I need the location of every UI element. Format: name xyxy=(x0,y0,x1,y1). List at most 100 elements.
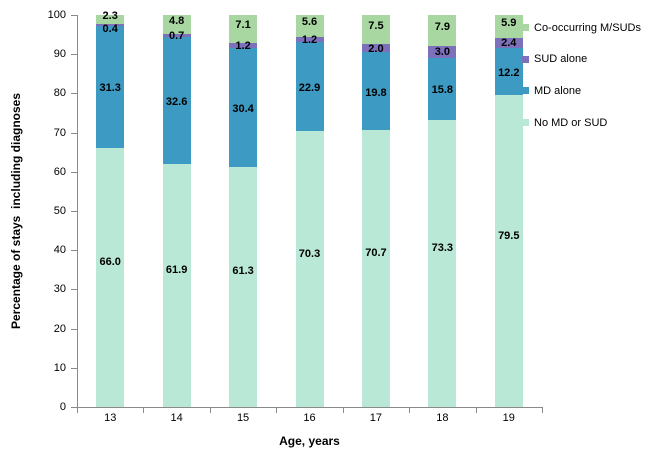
y-axis-tick xyxy=(71,171,77,173)
bar-segment-sud-alone xyxy=(428,45,457,58)
y-axis-tick xyxy=(71,54,77,56)
bar-segment-md-alone xyxy=(162,36,191,165)
bar-segment-no-md-or-sud xyxy=(361,129,390,407)
data-label: 7.5 xyxy=(368,20,384,33)
legend-swatch-icon xyxy=(522,87,529,95)
legend-label: MD alone xyxy=(534,84,582,97)
y-tick-label: 70 xyxy=(53,126,66,139)
data-label: 5.6 xyxy=(301,16,318,29)
x-axis-tick xyxy=(143,408,145,413)
x-tick-label: 14 xyxy=(170,412,183,424)
data-label: 12.2 xyxy=(498,66,520,79)
bar-segment-md-alone xyxy=(361,52,390,130)
bar-segment-co-occurring-m-suds xyxy=(361,15,390,45)
bar-segment-sud-alone xyxy=(229,42,258,48)
data-label: 61.9 xyxy=(165,264,188,277)
bar-segment-sud-alone xyxy=(295,36,324,42)
y-tick-label: 30 xyxy=(53,283,66,296)
x-tick-label: 18 xyxy=(436,412,449,424)
y-tick-label: 40 xyxy=(53,244,66,257)
bar-segment-md-alone xyxy=(229,47,258,167)
legend-label: SUD alone xyxy=(534,53,588,66)
y-tick-label: 10 xyxy=(53,361,66,374)
legend-swatch-icon xyxy=(522,55,529,63)
data-label: 3.0 xyxy=(434,46,450,59)
x-tick-label: 16 xyxy=(303,412,316,424)
bar-segment-no-md-or-sud xyxy=(428,119,457,407)
bar-segment-no-md-or-sud xyxy=(96,148,125,407)
x-axis-tick xyxy=(209,408,211,413)
data-label: 73.3 xyxy=(431,241,454,254)
legend-item: SUD alone xyxy=(522,44,655,76)
x-axis-tick xyxy=(475,408,477,413)
x-tick-label: 19 xyxy=(502,412,515,424)
data-label: 15.8 xyxy=(431,84,454,97)
bar-segment-md-alone xyxy=(428,57,457,120)
x-axis-line xyxy=(77,407,543,408)
y-axis-line xyxy=(77,15,78,408)
data-label: 31.3 xyxy=(99,82,121,95)
data-label: 4.8 xyxy=(168,14,185,27)
y-axis-tick xyxy=(71,211,77,212)
bar-segment-co-occurring-m-suds xyxy=(295,15,324,37)
data-label: 66.0 xyxy=(99,256,121,269)
data-label: 61.3 xyxy=(232,265,254,278)
x-axis-tick xyxy=(77,408,78,413)
data-label: 1.2 xyxy=(235,39,251,52)
y-tick-label: 80 xyxy=(53,87,66,100)
data-label: 2.4 xyxy=(501,37,517,50)
y-axis-tick xyxy=(71,250,77,252)
legend-swatch-icon xyxy=(522,24,529,32)
x-axis-title: Age, years xyxy=(279,434,340,448)
bar-segment-sud-alone xyxy=(162,33,191,37)
y-axis-tick xyxy=(71,93,77,95)
legend-swatch-icon xyxy=(522,119,529,127)
y-tick-label: 100 xyxy=(47,9,66,21)
y-axis-tick xyxy=(71,132,77,134)
data-label: 1.2 xyxy=(301,33,318,46)
y-axis-tick xyxy=(71,367,77,369)
x-axis-tick xyxy=(542,408,543,413)
legend-label: Co-occurring M/SUDs xyxy=(534,21,641,34)
data-label: 5.9 xyxy=(501,17,517,30)
bar-segment-co-occurring-m-suds xyxy=(162,15,191,34)
data-label: 0.4 xyxy=(102,23,118,35)
bar-segment-sud-alone xyxy=(361,44,390,53)
y-axis-tick xyxy=(71,289,77,291)
data-label: 70.7 xyxy=(365,246,387,259)
y-tick-label: 50 xyxy=(53,205,66,217)
y-axis-tick xyxy=(71,15,77,16)
bar-segment-sud-alone xyxy=(494,38,523,48)
x-tick-label: 15 xyxy=(236,412,250,424)
x-axis-tick xyxy=(342,408,344,413)
bar-segment-co-occurring-m-suds xyxy=(229,15,258,43)
data-label: 0.7 xyxy=(168,29,185,42)
data-label: 32.6 xyxy=(165,95,188,108)
bar-segment-co-occurring-m-suds xyxy=(96,15,125,25)
data-label: 2.0 xyxy=(368,42,384,55)
bar-segment-md-alone xyxy=(96,25,125,149)
bar-segment-md-alone xyxy=(295,41,324,132)
bar-segment-no-md-or-sud xyxy=(494,95,523,407)
bar-segment-co-occurring-m-suds xyxy=(494,15,523,39)
data-label: 7.9 xyxy=(434,20,450,33)
legend-label: No MD or SUD xyxy=(534,116,608,129)
bar-segment-co-occurring-m-suds xyxy=(428,15,457,46)
y-tick-label: 90 xyxy=(53,48,66,61)
legend-item: MD alone xyxy=(522,75,655,107)
y-tick-label: 0 xyxy=(59,401,66,413)
data-label: 22.9 xyxy=(298,82,321,95)
data-label: 2.3 xyxy=(102,10,118,22)
y-tick-label: 60 xyxy=(53,165,66,178)
legend-item: No MD or SUD xyxy=(522,107,655,139)
y-axis-tick xyxy=(71,407,77,408)
data-label: 79.5 xyxy=(498,229,520,242)
x-axis-tick xyxy=(409,408,411,413)
bar-segment-no-md-or-sud xyxy=(162,164,191,407)
x-tick-label: 13 xyxy=(104,412,117,424)
y-tick-label: 20 xyxy=(53,322,66,335)
y-axis-tick xyxy=(71,328,77,330)
data-label: 30.4 xyxy=(232,102,254,115)
